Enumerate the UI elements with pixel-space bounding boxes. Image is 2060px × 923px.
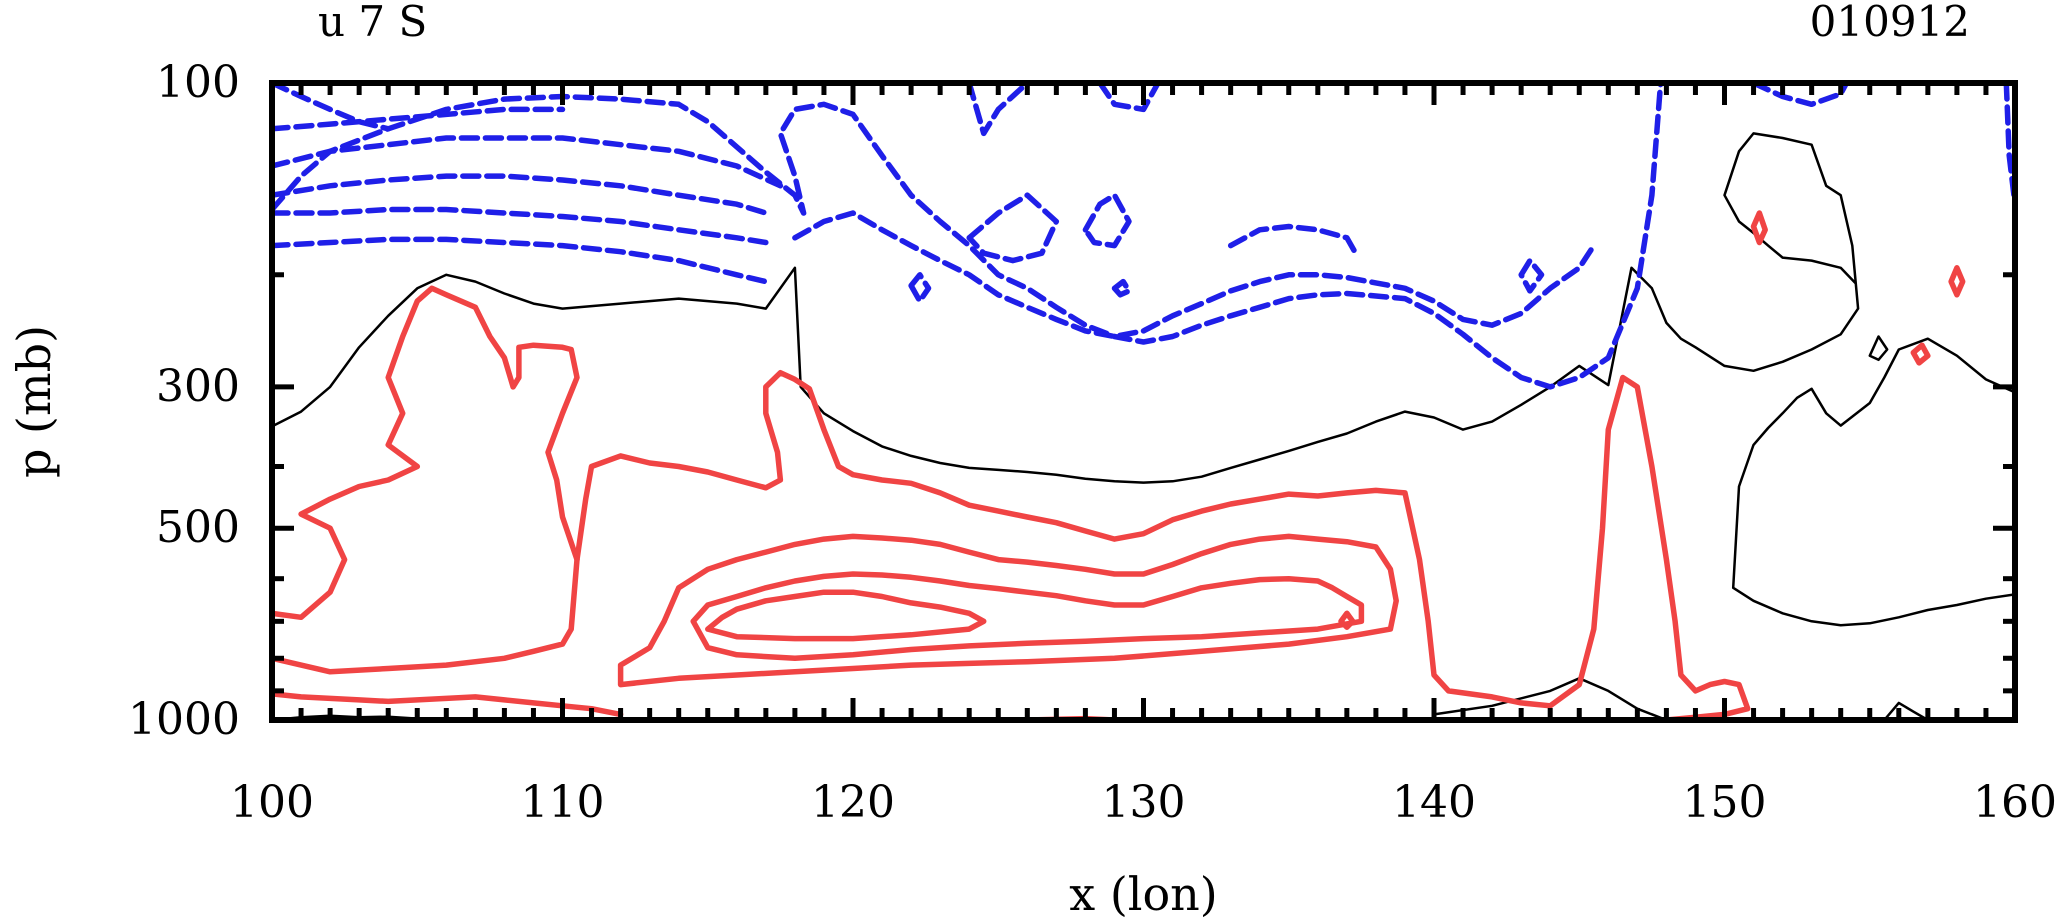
x-axis-label: x (lon) <box>1069 867 1218 921</box>
contour-positive-level1-1 <box>574 369 1751 720</box>
contour-negative-level-1-1 <box>272 83 391 132</box>
contour-positive-level5-0 <box>1338 610 1356 630</box>
x-tick-label: 140 <box>1392 777 1476 828</box>
y-tick-label: 100 <box>156 57 240 108</box>
contour-negative-level-3-0 <box>272 173 769 216</box>
contour-negative-level-1-3 <box>1097 83 1161 113</box>
contour-negative-level-3-2 <box>1082 192 1132 249</box>
contour-zero-level0-0 <box>272 132 1860 484</box>
y-tick-label: 300 <box>156 361 240 412</box>
contour-negative-level-1-0 <box>272 83 1664 390</box>
y-tick-label: 500 <box>156 502 240 553</box>
y-axis-label: p (mb) <box>7 325 61 478</box>
y-tick-label: 1000 <box>128 694 240 745</box>
contour-negative-level-3-3 <box>1227 223 1359 256</box>
contour-negative-level-4-2 <box>908 272 932 304</box>
x-tick-label: 100 <box>230 777 314 828</box>
contour-positive-level1-5 <box>1948 265 1966 298</box>
contour-negative-level-4-3 <box>1111 278 1132 298</box>
x-tick-label: 150 <box>1683 777 1767 828</box>
x-tick-label: 110 <box>521 777 605 828</box>
contour-negative-level-4-1 <box>272 236 769 285</box>
contour-negative-level-4-0 <box>272 206 769 246</box>
plot-frame <box>269 80 2018 723</box>
contour-positive-level1-0 <box>272 285 580 675</box>
tick-labels: 100 110 120 130 140 150 160 100 300 500 1000 <box>128 57 2057 828</box>
contour-negative-level-1-2 <box>966 83 1031 137</box>
contour-negative-level-3-1 <box>966 192 1060 264</box>
contour-positive-level3-0 <box>690 571 1365 662</box>
contour-negative-level-2-0 <box>272 135 784 189</box>
x-tick-label: 130 <box>1102 777 1186 828</box>
contour-zero-level0-5 <box>1883 701 1930 720</box>
contour-negative-level-1-4 <box>1750 83 1850 108</box>
contour-positive-level1-6 <box>1910 342 1931 366</box>
contour-positive-level1-2 <box>272 691 624 718</box>
contour-negative-level-2-2 <box>792 210 1597 340</box>
contour-positive-level2-0 <box>617 533 1399 688</box>
contour-zero-level0-2 <box>1868 335 1889 362</box>
contour-zero-level0-1 <box>1731 337 2015 627</box>
x-tick-label: 120 <box>811 777 895 828</box>
contour-layer <box>272 83 2015 720</box>
contour-negative-level-2-1 <box>272 106 566 132</box>
x-tick-label: 160 <box>1973 777 2057 828</box>
contour-positive-level4-0 <box>705 589 987 642</box>
chart-title-right: 010912 <box>1810 0 1970 46</box>
chart-title-left: u 7 S <box>318 0 427 46</box>
contour-positive-level1-4 <box>1750 210 1768 246</box>
contour-negative-level-3-4 <box>1518 257 1545 294</box>
